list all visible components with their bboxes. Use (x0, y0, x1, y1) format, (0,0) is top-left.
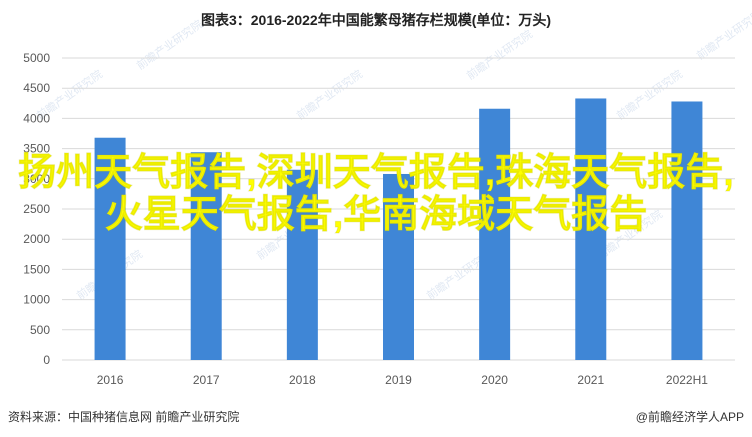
y-tick-label: 2000 (23, 232, 50, 246)
x-tick-label: 2016 (97, 373, 124, 387)
bar-2017 (190, 152, 222, 360)
bar-2022H1 (671, 101, 703, 360)
x-tick-label: 2021 (577, 373, 604, 387)
y-tick-label: 5000 (23, 51, 50, 65)
x-tick-label: 2018 (289, 373, 316, 387)
y-tick-label: 4000 (23, 111, 50, 125)
chart-title: 图表3：2016-2022年中国能繁母猪存栏规模(单位：万头) (200, 12, 552, 28)
x-tick-label: 2019 (385, 373, 412, 387)
bar-2020 (479, 108, 511, 361)
bar-2019 (383, 173, 414, 360)
x-tick-label: 2017 (193, 373, 220, 387)
watermark-text: 前瞻产业研究院 (464, 27, 535, 83)
watermark-text: 前瞻产业研究院 (694, 7, 752, 63)
y-tick-label: 3000 (23, 172, 50, 186)
bars (94, 98, 703, 361)
x-tick-label: 2022H1 (666, 373, 708, 387)
y-tick-label: 4500 (23, 81, 50, 95)
y-tick-label: 1500 (23, 262, 50, 276)
x-axis-ticks: 2016 2017 2018 2019 2020 2021 2022H1 (97, 373, 709, 387)
y-tick-label: 2500 (23, 202, 50, 216)
y-axis-ticks: 0 500 1000 1500 2000 2500 3000 3500 4000 4500 5000 (23, 51, 50, 367)
watermark-text: 前瞻产业研究院 (294, 67, 365, 123)
y-tick-label: 500 (30, 323, 50, 337)
x-tick-label: 2020 (481, 373, 508, 387)
watermark-text: 前瞻产业研究院 (134, 17, 205, 73)
bar-2018 (286, 169, 318, 360)
source-note: 资料来源：中国种猪信息网 前瞻产业研究院 (8, 410, 240, 424)
y-tick-label: 1000 (23, 293, 50, 307)
bar-2016 (94, 137, 126, 360)
bar-2021 (575, 98, 607, 360)
y-tick-label: 3500 (23, 142, 50, 156)
y-tick-label: 0 (43, 353, 50, 367)
brand-note: @前瞻经济学人APP (635, 410, 744, 424)
